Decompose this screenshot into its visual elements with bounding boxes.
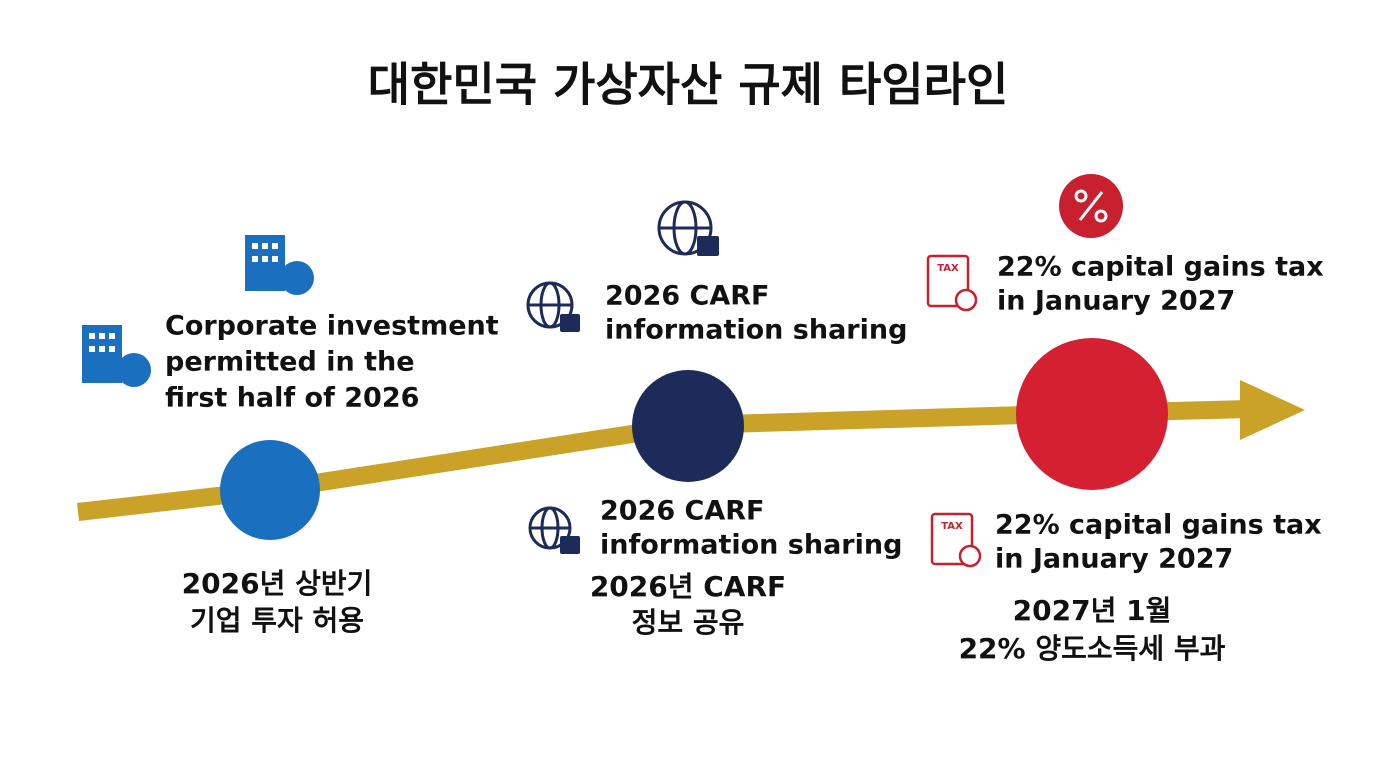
milestone-korean: 정보 공유 [632, 606, 745, 639]
milestone-korean: 2027년 1월 [1013, 594, 1172, 627]
milestone-text: first half of 2026 [165, 383, 419, 414]
exchange-icon [560, 236, 719, 554]
milestone-text: 22% capital gains tax [995, 510, 1322, 541]
milestone-dot [220, 440, 320, 540]
milestone-korean: 기업 투자 허용 [190, 604, 364, 637]
tax-icon-label: TAX [941, 521, 963, 532]
percent-icon [1059, 174, 1123, 238]
milestone-text: 2026 CARF [600, 496, 765, 527]
tax-icon-label: TAX [937, 263, 959, 274]
milestone-text: 2026 CARF [605, 281, 770, 312]
milestone-text: in January 2027 [995, 544, 1233, 575]
milestone-korean: 2026년 상반기 [182, 567, 373, 600]
milestone-text: information sharing [605, 315, 907, 346]
milestone-dot [632, 370, 744, 482]
milestone-dot [1016, 338, 1168, 490]
arrowhead [1240, 380, 1305, 440]
milestone-korean: 22% 양도소득세 부과 [959, 632, 1226, 665]
milestone-text: in January 2027 [997, 286, 1235, 317]
building-windows [89, 243, 278, 352]
milestone-text: 22% capital gains tax [997, 252, 1324, 283]
milestone-text: Corporate investment [165, 311, 499, 342]
milestone-korean: 2026년 CARF [590, 570, 786, 603]
title: 대한민국 가상자산 규제 타임라인 [368, 58, 1009, 112]
globe-icon [526, 200, 713, 550]
milestone-text: permitted in the [165, 347, 415, 378]
tax-icon [926, 254, 982, 568]
milestone-text: information sharing [600, 530, 902, 561]
